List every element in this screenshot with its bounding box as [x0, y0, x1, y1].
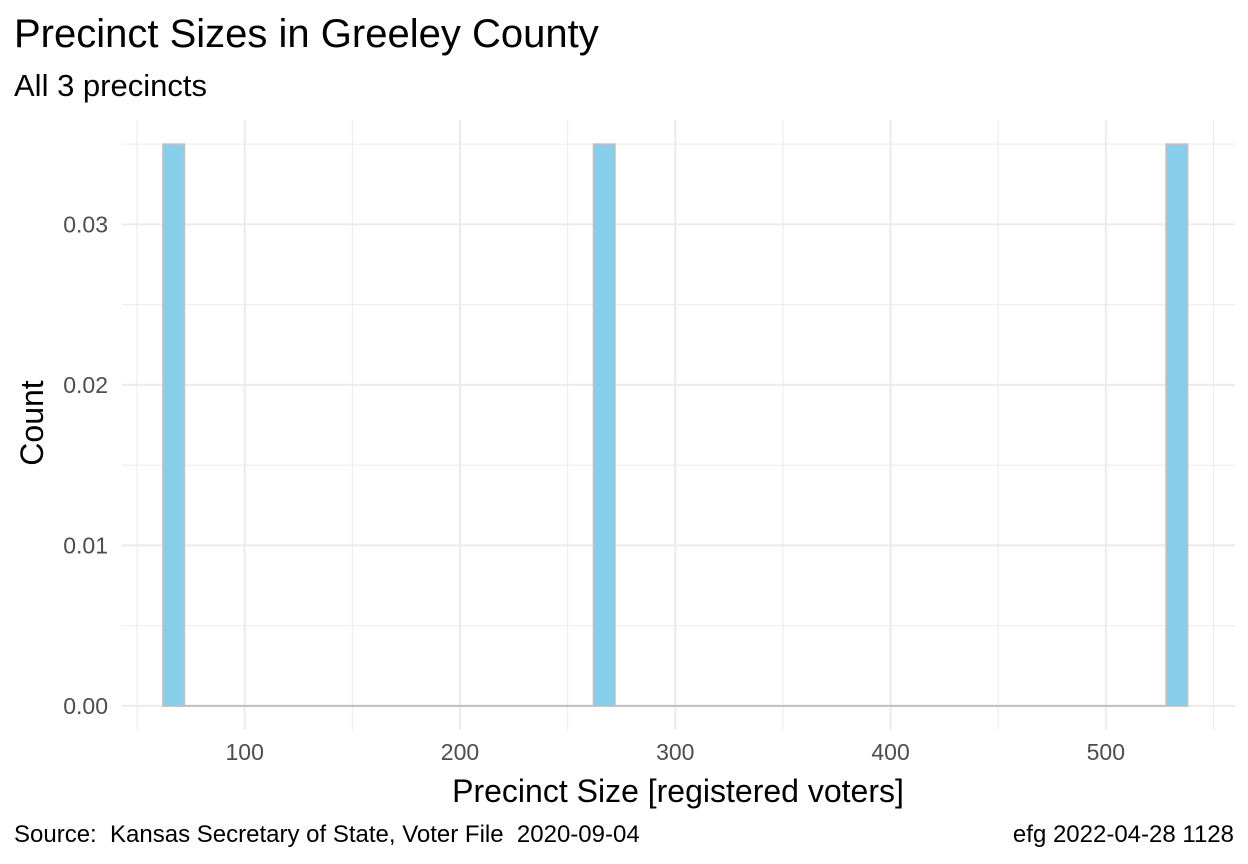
x-tick-label: 300 — [656, 739, 694, 765]
histogram-bar — [592, 143, 616, 707]
x-axis-ticks: 100 200 300 400 500 — [226, 739, 1125, 765]
chart-title: Precinct Sizes in Greeley County — [14, 12, 599, 56]
major-gridlines — [122, 120, 1235, 730]
histogram-bar — [162, 143, 186, 707]
y-tick-label: 0.00 — [63, 693, 108, 719]
y-axis-title: Count — [14, 380, 50, 466]
x-tick-label: 500 — [1087, 739, 1125, 765]
y-tick-label: 0.02 — [63, 372, 108, 398]
x-tick-label: 100 — [226, 739, 264, 765]
source-caption: Source: Kansas Secretary of State, Voter… — [14, 821, 640, 848]
x-tick-label: 200 — [441, 739, 479, 765]
x-tick-label: 400 — [871, 739, 909, 765]
x-axis-title: Precinct Size [registered voters] — [452, 773, 904, 809]
y-tick-label: 0.01 — [63, 532, 108, 558]
histogram-bar — [1165, 143, 1189, 707]
bars-layer — [162, 143, 1189, 707]
minor-gridlines — [122, 120, 1235, 730]
y-axis-ticks: 0.00 0.01 0.02 0.03 — [63, 211, 108, 719]
y-tick-label: 0.03 — [63, 211, 108, 237]
credit-caption: efg 2022-04-28 1128 — [1012, 821, 1234, 848]
chart-subtitle: All 3 precincts — [14, 68, 207, 103]
